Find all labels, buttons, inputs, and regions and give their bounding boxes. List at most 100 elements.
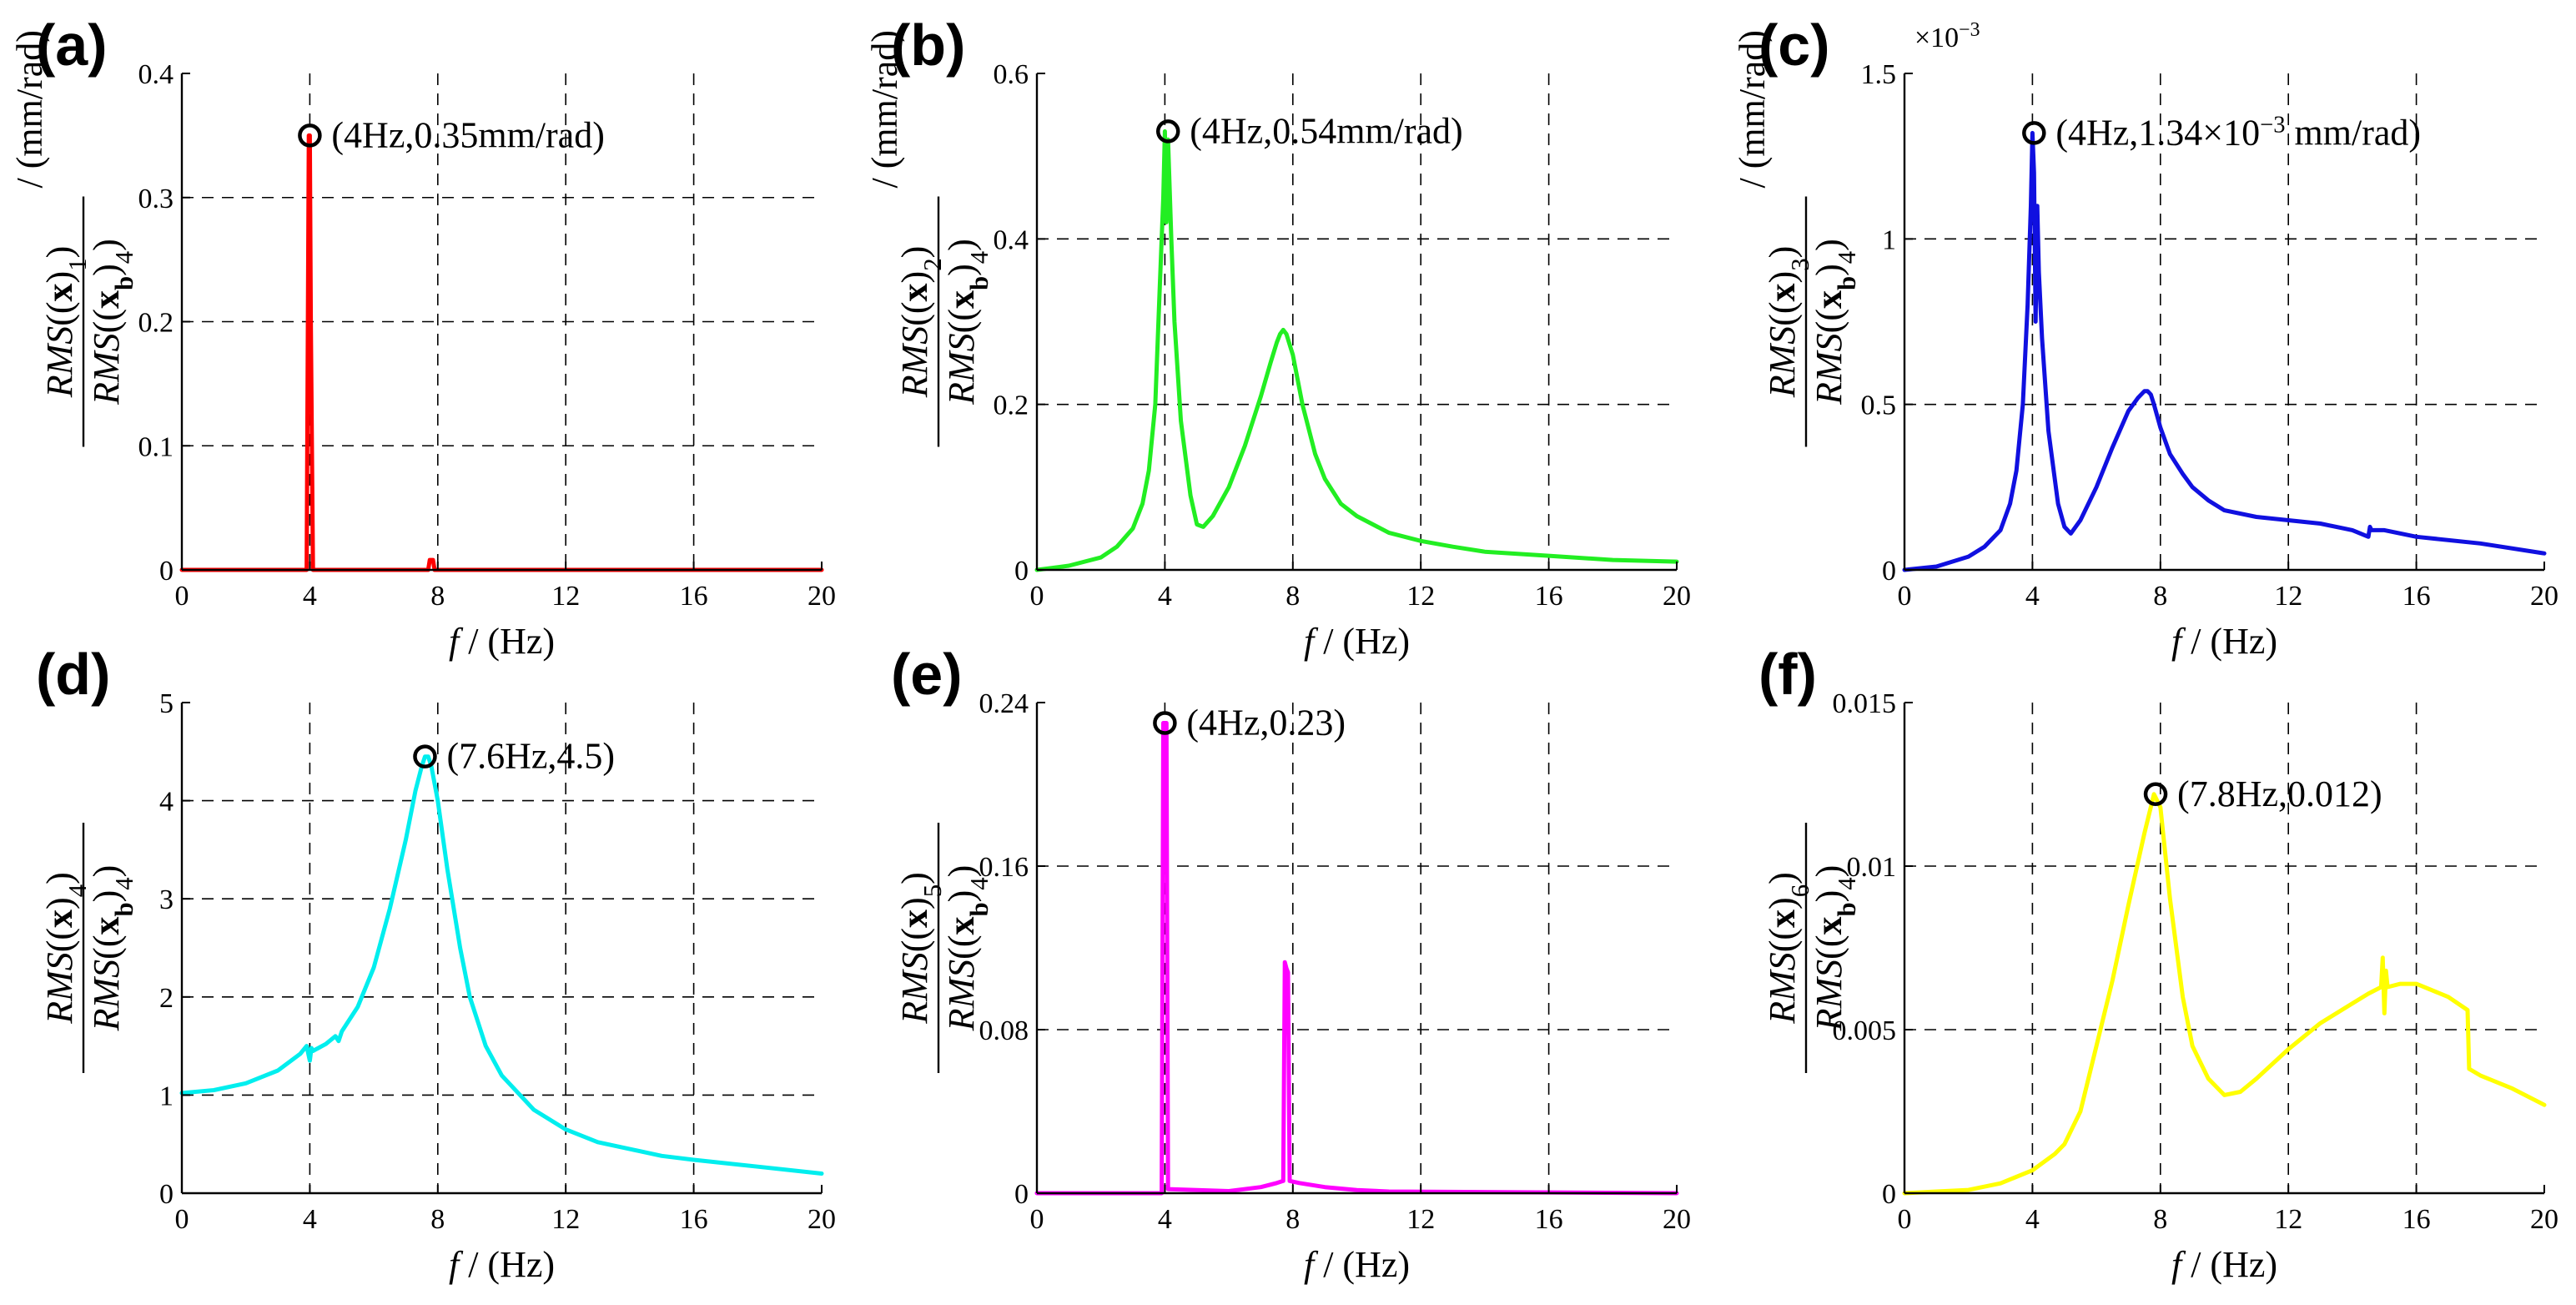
x-tick-label: 0 xyxy=(1898,1204,1912,1235)
y-tick-label: 0.2 xyxy=(994,390,1029,421)
x-tick-label: 0 xyxy=(1030,581,1044,612)
y-tick-label: 0.4 xyxy=(138,59,174,90)
y-label-numerator: RMS((x)2) xyxy=(894,246,947,399)
x-tick-label: 0 xyxy=(175,1204,189,1235)
y-tick-label: 0.1 xyxy=(138,431,174,462)
y-tick-label: 0 xyxy=(1882,1179,1896,1210)
x-tick-label: 0 xyxy=(175,581,189,612)
x-tick-label: 20 xyxy=(808,581,836,612)
y-tick-label: 0.3 xyxy=(138,184,174,214)
series-line xyxy=(1034,128,1679,572)
y-tick-label: 0.4 xyxy=(994,224,1029,255)
peak-marker xyxy=(413,744,437,768)
y-tick-label: 0.16 xyxy=(979,852,1029,883)
peak-annotation: (4Hz,1.34×10−3 mm/rad) xyxy=(2055,112,2421,154)
x-tick-label: 16 xyxy=(1535,581,1563,612)
x-tick-label: 4 xyxy=(2025,1204,2040,1235)
series-line xyxy=(1902,792,2547,1196)
y-label-denominator: RMS((xb)4) xyxy=(1809,239,1861,406)
peak-marker xyxy=(2143,782,2168,807)
y-tick-label: 1.5 xyxy=(1861,59,1897,90)
peak-annotation: (4Hz,0.35mm/rad) xyxy=(331,114,604,155)
x-tick-label: 8 xyxy=(430,1204,445,1235)
x-tick-label: 12 xyxy=(551,1204,580,1235)
y-tick-label: 4 xyxy=(159,787,174,818)
peak-marker xyxy=(298,123,322,148)
y-tick-label: 5 xyxy=(159,688,174,719)
x-tick-label: 12 xyxy=(551,581,580,612)
y-tick-label: 0.01 xyxy=(1847,852,1897,883)
panel-label: (e) xyxy=(891,642,963,707)
x-tick-label: 4 xyxy=(303,581,317,612)
x-tick-label: 0 xyxy=(1898,581,1912,612)
y-tick-label: 2 xyxy=(159,983,174,1014)
series-line xyxy=(1034,721,1679,1196)
y-axis-label: RMS((x)6)RMS((xb)4) xyxy=(1762,823,1861,1073)
x-axis-label: f / (Hz) xyxy=(1304,1244,1410,1285)
y-axis-label: RMS((x)2)RMS((xb)4) / (mm/rad) xyxy=(864,30,994,447)
panel-label: (f) xyxy=(1758,642,1817,707)
y-label-unit: / (mm/rad) xyxy=(1732,30,1773,188)
x-tick-label: 8 xyxy=(1285,1204,1300,1235)
y-tick-label: 0.005 xyxy=(1833,1015,1897,1046)
y-label-numerator: RMS((x)5) xyxy=(894,872,947,1025)
x-tick-label: 0 xyxy=(1030,1204,1044,1235)
y-tick-label: 1 xyxy=(1882,224,1896,255)
y-tick-label: 0.5 xyxy=(1861,390,1897,421)
x-tick-label: 16 xyxy=(680,581,708,612)
y-label-unit: / (mm/rad) xyxy=(864,30,905,188)
x-tick-label: 4 xyxy=(1158,581,1172,612)
y-axis-label: RMS((x)5)RMS((xb)4) xyxy=(894,823,994,1073)
y-tick-label: 0 xyxy=(159,1179,174,1210)
x-tick-label: 12 xyxy=(1406,1204,1435,1235)
axis-multiplier: ×10−3 xyxy=(1914,19,1980,53)
x-tick-label: 16 xyxy=(680,1204,708,1235)
y-label-unit: / (mm/rad) xyxy=(9,30,50,188)
panel-label: (b) xyxy=(891,13,965,78)
series-line xyxy=(179,133,824,572)
x-tick-label: 8 xyxy=(1285,581,1300,612)
chart-panel-a: 0 4 8 12 16 20 0 0.1 0.2 0.3 0.4 (a) f / (Hz) RMS((x)… xyxy=(9,13,836,662)
y-tick-label: 0.24 xyxy=(979,688,1029,719)
series-line xyxy=(179,754,824,1176)
x-tick-label: 8 xyxy=(430,581,445,612)
peak-marker xyxy=(1155,119,1180,144)
y-label-denominator: RMS((xb)4) xyxy=(941,865,994,1032)
x-axis-label: f / (Hz) xyxy=(2171,1244,2277,1285)
x-axis-label: f / (Hz) xyxy=(2171,621,2277,662)
x-tick-label: 12 xyxy=(2274,1204,2302,1235)
peak-annotation: (4Hz,0.54mm/rad) xyxy=(1190,110,1462,151)
y-tick-label: 1 xyxy=(159,1081,174,1111)
chart-panel-b: 0 4 8 12 16 20 0 0.2 0.4 0.6 (b) f / (Hz) RMS((x)2)R… xyxy=(864,13,1691,662)
panel-label: (d) xyxy=(36,642,110,707)
peak-annotation: (7.6Hz,4.5) xyxy=(446,736,615,777)
panel-label: (a) xyxy=(36,13,108,78)
y-label-denominator: RMS((xb)4) xyxy=(86,865,138,1032)
x-tick-label: 20 xyxy=(1663,581,1691,612)
y-tick-label: 0.08 xyxy=(979,1015,1029,1046)
panel-label: (c) xyxy=(1758,13,1830,78)
chart-panel-e: 0 4 8 12 16 20 0 0.08 0.16 0.24 (e) f / (Hz) RMS((x)… xyxy=(891,642,1691,1285)
y-tick-label: 0 xyxy=(1882,556,1896,587)
y-label-denominator: RMS((xb)4) xyxy=(86,239,138,406)
y-label-numerator: RMS((x)6) xyxy=(1762,872,1814,1025)
y-tick-label: 0 xyxy=(1014,556,1029,587)
series-line xyxy=(1902,130,2547,572)
x-axis-label: f / (Hz) xyxy=(449,1244,555,1285)
x-tick-label: 16 xyxy=(2402,581,2431,612)
y-label-numerator: RMS((x)4) xyxy=(39,872,92,1025)
x-tick-label: 20 xyxy=(808,1204,836,1235)
y-tick-label: 0 xyxy=(1014,1179,1029,1210)
x-tick-label: 4 xyxy=(2025,581,2040,612)
x-tick-label: 16 xyxy=(2402,1204,2431,1235)
x-tick-label: 12 xyxy=(1406,581,1435,612)
x-axis-label: f / (Hz) xyxy=(1304,621,1410,662)
x-tick-label: 20 xyxy=(1663,1204,1691,1235)
x-tick-label: 4 xyxy=(1158,1204,1172,1235)
x-tick-label: 20 xyxy=(2530,1204,2558,1235)
x-tick-label: 8 xyxy=(2153,581,2167,612)
y-axis-label: RMS((x)3)RMS((xb)4) / (mm/rad) xyxy=(1732,30,1861,447)
chart-panel-c: 0 4 8 12 16 20 0 0.5 1 1.5 ×10−3 (c) f / (Hz) RMS((x)… xyxy=(1732,13,2558,662)
